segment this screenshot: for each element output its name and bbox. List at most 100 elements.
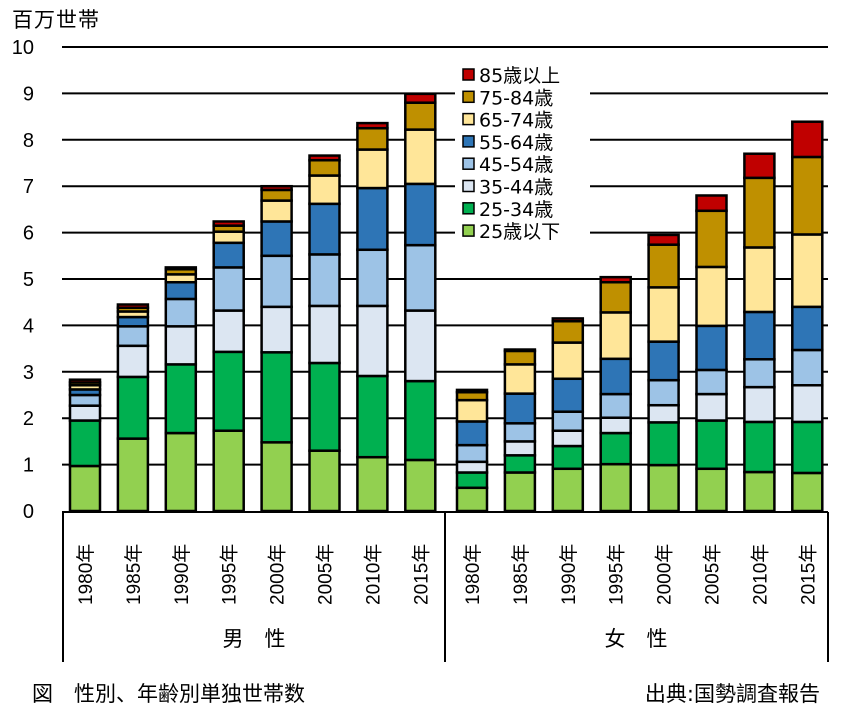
bar-segment: [743, 470, 776, 513]
bar-segment: [116, 303, 150, 310]
bar-segment: [551, 341, 585, 381]
legend-swatch: [462, 112, 475, 126]
bar-segment: [404, 101, 437, 131]
bar-segment: [647, 340, 680, 382]
bar-segment: [503, 440, 537, 457]
bar-segment: [455, 471, 489, 490]
y-tick-label: 6: [23, 223, 34, 245]
x-tick-label: 1990年: [171, 544, 193, 605]
bar-segment: [647, 378, 680, 407]
x-tick-label: 2015年: [797, 544, 819, 605]
y-axis-ticks: 0 1 2 3 4 5 6 7 8 9 10: [12, 37, 34, 523]
bar-segment: [308, 449, 341, 513]
y-tick-label: 4: [23, 315, 34, 337]
legend-label: 25-34歳: [479, 199, 553, 221]
bar-segment: [551, 429, 585, 448]
bar-stacks: [68, 92, 824, 513]
bar-segment: [791, 305, 824, 352]
bar-segment: [647, 403, 680, 424]
bar-segment: [116, 315, 150, 328]
bar-segment: [308, 158, 341, 177]
bar-segment: [212, 241, 245, 269]
bar-segment: [164, 431, 198, 513]
bar-segment: [551, 444, 585, 471]
bar-segment: [695, 194, 728, 213]
bar-segment: [599, 431, 632, 466]
legend-background: [455, 64, 590, 248]
legend-swatch: [462, 179, 475, 193]
bar-segment: [356, 248, 389, 308]
bar-segment: [308, 304, 341, 365]
x-tick-label: 2000年: [654, 544, 676, 605]
stacked-bar-chart: 0 1 2 3 4 5 6 7 8 9 10 1980年 1985年 1990年 1995年 2000年 20…: [12, 37, 829, 662]
bar-segment: [551, 410, 585, 432]
x-tick-label: 2010年: [749, 544, 771, 605]
bar-segment: [455, 388, 489, 394]
bar-segment: [647, 286, 680, 343]
bar-segment: [260, 199, 293, 223]
bar-segment: [455, 398, 489, 423]
bar-segment: [743, 152, 776, 180]
bar-segment: [308, 154, 341, 162]
bar-segment: [791, 471, 824, 513]
bar-segment: [503, 392, 537, 425]
bar-segment: [503, 348, 537, 353]
legend-label: 55-64歳: [479, 132, 553, 154]
bar-segment: [212, 230, 245, 245]
bar-segment: [599, 462, 632, 513]
bar-segment: [503, 363, 537, 395]
legend-label: 65-74歳: [479, 110, 553, 132]
bar-segment: [599, 311, 632, 361]
x-tick-label: 1985年: [510, 544, 532, 605]
bar-segment: [503, 454, 537, 474]
bar-segment: [68, 464, 102, 513]
bar-segment: [695, 209, 728, 269]
bar-segment: [356, 455, 389, 513]
bar-segment: [116, 344, 150, 379]
bar-segment: [695, 265, 728, 328]
bar-segment: [599, 357, 632, 396]
bar-segment: [356, 148, 389, 190]
legend-label: 35-44歳: [479, 177, 553, 199]
x-tick-label: 2010年: [362, 544, 384, 605]
bar-segment: [116, 375, 150, 440]
group-label: 女 性: [605, 627, 668, 651]
group-label: 男 性: [223, 627, 286, 651]
bar-segment: [260, 220, 293, 258]
bar-segment: [647, 463, 680, 513]
y-tick-label: 7: [23, 176, 34, 198]
legend-swatch: [462, 224, 475, 237]
bar-segment: [404, 379, 437, 462]
y-tick-label: 8: [23, 130, 34, 152]
bar-segment: [791, 420, 824, 475]
bar-segment: [164, 266, 198, 271]
legend-label: 45-54歳: [479, 154, 553, 176]
bar-segment: [599, 280, 632, 314]
bar-segment: [551, 317, 585, 323]
bar-segment: [212, 266, 245, 312]
bar-segment: [260, 184, 293, 192]
bar-segment: [551, 319, 585, 344]
x-axis: 1980年 1985年 1990年 1995年 2000年 2005年 2010年 2015年…: [62, 511, 829, 662]
bar-segment: [164, 280, 198, 301]
bar-segment: [791, 233, 824, 309]
bar-segment: [356, 186, 389, 252]
bar-segment: [647, 421, 680, 467]
bar-segment: [551, 377, 585, 413]
legend-label: 85歳以上: [479, 65, 560, 87]
x-tick-label: 1980年: [462, 544, 484, 605]
bar-segment: [455, 486, 489, 513]
legend: 85歳以上75-84歳65-74歳55-64歳45-54歳35-44歳25-34…: [455, 64, 590, 248]
bar-segment: [791, 155, 824, 236]
bar-segment: [743, 176, 776, 249]
x-tick-label: 1990年: [558, 544, 580, 605]
bar-segment: [212, 309, 245, 354]
bar-segment: [212, 220, 245, 227]
y-tick-label: 2: [23, 408, 34, 430]
y-tick-label: 9: [23, 83, 34, 105]
bar-segment: [308, 174, 341, 206]
bar-segment: [455, 460, 489, 474]
bar-segment: [743, 385, 776, 424]
legend-label: 25歳以下: [479, 221, 560, 243]
bar-segment: [791, 384, 824, 424]
